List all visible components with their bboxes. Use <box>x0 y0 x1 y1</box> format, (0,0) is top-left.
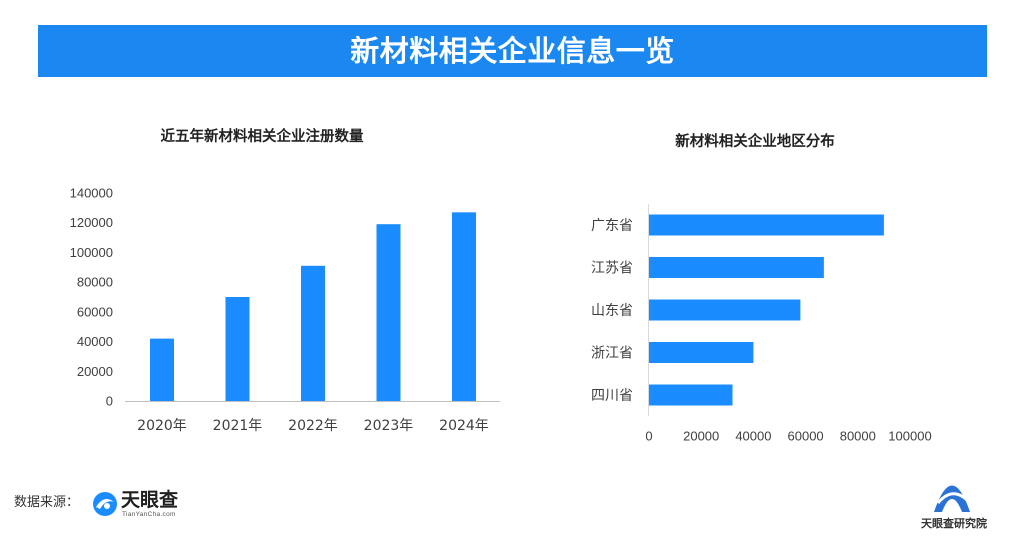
y-tick-label-40000: 40000 <box>77 334 113 349</box>
x-tick-label-20000: 20000 <box>683 429 719 444</box>
year-bar-5 <box>452 212 476 401</box>
region-bar-4 <box>649 342 754 363</box>
year-bar-2 <box>225 297 250 401</box>
y-tick-label-140000: 140000 <box>70 186 113 201</box>
x-tick-label-60000: 60000 <box>788 429 824 444</box>
y-tick-label-120000: 120000 <box>70 215 113 230</box>
year-bar-4 <box>376 224 401 401</box>
registration-bar-chart: 0 20000 40000 60000 80000 100000 120000 140000 2… <box>70 186 500 434</box>
region-bar-5 <box>649 384 733 406</box>
tianyancha-logo-icon <box>92 491 118 517</box>
x-tick-label-4: 2023年 <box>364 418 414 434</box>
region-label-4: 浙江省 <box>591 346 633 362</box>
x-tick-label-100000: 100000 <box>888 429 931 444</box>
region-label-3: 山东省 <box>591 303 633 319</box>
research-brand: 天眼查研究院 <box>914 480 994 532</box>
x-tick-label-3: 2022年 <box>288 418 338 434</box>
registration-chart-title: 近五年新材料相关企业注册数量 <box>160 129 364 145</box>
tianyancha-research-logo-icon <box>933 481 971 513</box>
brand-name: 天眼查研究院 <box>921 517 987 530</box>
region-chart-title: 新材料相关企业地区分布 <box>675 134 835 150</box>
region-bar-1 <box>649 214 884 236</box>
page-title: 新材料相关企业信息一览 <box>350 34 675 68</box>
y-tick-label-80000: 80000 <box>77 275 113 290</box>
y-tick-label-60000: 60000 <box>77 304 113 319</box>
region-bar-2 <box>649 257 824 278</box>
region-label-1: 广东省 <box>591 218 633 234</box>
x-tick-label-80000: 80000 <box>840 429 876 444</box>
data-source-label: 数据来源： <box>14 495 80 510</box>
x-tick-label-5: 2024年 <box>439 418 489 434</box>
region-label-2: 江苏省 <box>591 261 633 277</box>
x-tick-label-40000: 40000 <box>735 429 771 444</box>
logo-name: 天眼查 <box>121 489 179 511</box>
header-banner: 新材料相关企业信息一览 <box>38 25 987 77</box>
y-tick-label-20000: 20000 <box>77 364 113 379</box>
x-tick-label-1: 2020年 <box>137 418 187 434</box>
region-bar-3 <box>649 299 801 321</box>
year-bar-3 <box>301 265 325 401</box>
logo-domain: TianYanCha.com <box>122 511 176 518</box>
tianyancha-logo: 天眼查 TianYanCha.com <box>92 489 192 521</box>
y-tick-label-0: 0 <box>106 394 113 409</box>
region-label-5: 四川省 <box>591 388 633 404</box>
year-bar-1 <box>150 338 174 401</box>
x-tick-label-0: 0 <box>645 429 652 444</box>
x-tick-label-2: 2021年 <box>213 418 263 434</box>
y-tick-label-100000: 100000 <box>70 245 113 260</box>
